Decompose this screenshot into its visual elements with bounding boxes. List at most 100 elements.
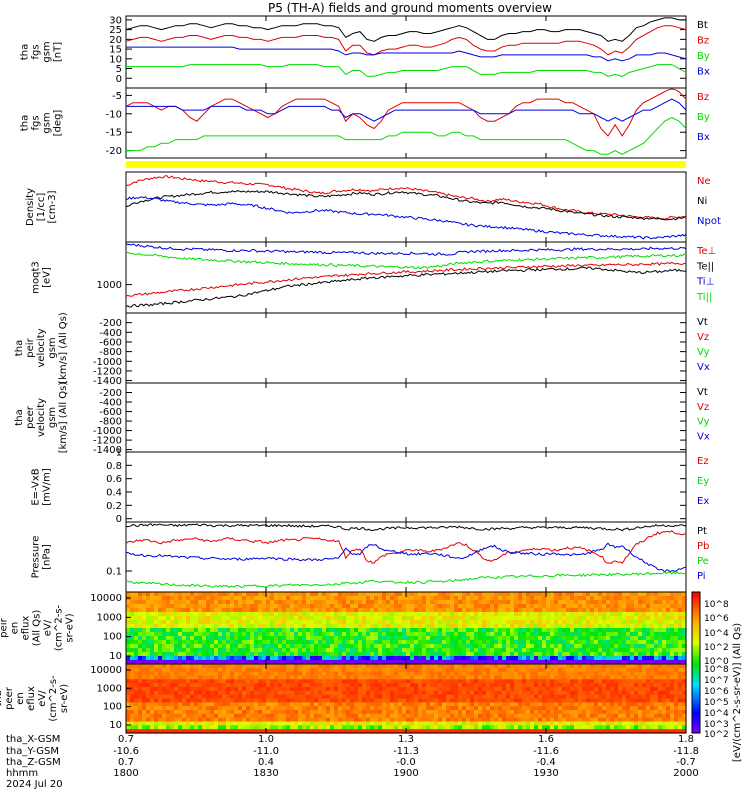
- spectrogram-cell: [210, 656, 215, 661]
- spectrogram-cell: [202, 636, 207, 641]
- spectrogram-cell: [290, 675, 295, 680]
- spectrogram-cell: [134, 690, 139, 696]
- spectrogram-cell: [298, 592, 303, 597]
- spectrogram-cell: [198, 592, 203, 597]
- spectrogram-cell: [566, 624, 571, 629]
- spectrogram-cell: [238, 675, 243, 680]
- spectrogram-cell: [238, 628, 243, 633]
- spectrogram-cell: [146, 683, 151, 688]
- spectrogram-cell: [526, 620, 531, 625]
- spectrogram-cell: [310, 717, 315, 723]
- spectrogram-cell: [322, 640, 327, 645]
- spectrogram-cell: [646, 706, 651, 711]
- spectrogram-cell: [482, 671, 487, 677]
- spectrogram-cell: [582, 675, 587, 680]
- spectrogram-cell: [338, 664, 343, 669]
- spectrogram-cell: [222, 690, 227, 696]
- spectrogram-cell: [194, 640, 199, 645]
- spectrogram-cell: [454, 706, 459, 711]
- spectrogram-cell: [202, 628, 207, 633]
- spectrogram-cell: [410, 717, 415, 723]
- spectrogram-cell: [658, 604, 663, 609]
- spectrogram-cell: [234, 698, 239, 703]
- spectrogram-cell: [522, 632, 527, 637]
- spectrogram-cell: [514, 608, 519, 613]
- spectrogram-cell: [418, 717, 423, 723]
- spectrogram-cell: [330, 640, 335, 645]
- spectrogram-cell: [654, 620, 659, 625]
- spectrogram-cell: [630, 706, 635, 711]
- spectrogram-cell: [586, 620, 591, 625]
- spectrogram-cell: [298, 620, 303, 625]
- spectrogram-cell: [678, 644, 683, 649]
- spectrogram-cell: [306, 683, 311, 688]
- spectrogram-cell: [598, 717, 603, 723]
- spectrogram-cell: [134, 694, 139, 700]
- spectrogram-cell: [194, 604, 199, 609]
- spectrogram-cell: [494, 596, 499, 601]
- spectrogram-cell: [646, 632, 651, 637]
- spectrogram-cell: [578, 640, 583, 645]
- spectrogram-cell: [146, 648, 151, 653]
- spectrogram-cell: [474, 616, 479, 621]
- spectrogram-cell: [662, 710, 667, 715]
- spectrogram-cell: [546, 644, 551, 649]
- spectrogram-cell: [542, 644, 547, 649]
- spectrogram-cell: [266, 706, 271, 711]
- spectrogram-cell: [454, 713, 459, 719]
- spectrogram-cell: [598, 620, 603, 625]
- spectrogram-cell: [190, 648, 195, 653]
- spectrogram-cell: [510, 713, 515, 719]
- spectrogram-cell: [534, 702, 539, 707]
- spectrogram-cell: [626, 640, 631, 645]
- spectrogram-cell: [386, 675, 391, 680]
- spectrogram-cell: [554, 690, 559, 696]
- spectrogram-cell: [678, 652, 683, 657]
- spectrogram-cell: [638, 616, 643, 621]
- spectrogram-cell: [146, 694, 151, 700]
- spectrogram-cell: [462, 616, 467, 621]
- spectrogram-cell: [182, 596, 187, 601]
- spectrogram-cell: [250, 632, 255, 637]
- spectrogram-cell: [410, 671, 415, 677]
- spectrogram-cell: [370, 612, 375, 617]
- spectrogram-cell: [246, 660, 251, 665]
- spectrogram-cell: [126, 687, 131, 692]
- spectrogram-cell: [566, 632, 571, 637]
- spectrogram-cell: [178, 675, 183, 680]
- spectrogram-cell: [354, 616, 359, 621]
- spectrogram-cell: [570, 675, 575, 680]
- spectrogram-cell: [590, 679, 595, 684]
- spectrogram-cell: [594, 644, 599, 649]
- spectrogram-cell: [602, 656, 607, 661]
- spectrogram-cell: [646, 592, 651, 597]
- spectrogram-cell: [526, 604, 531, 609]
- spectrogram-cell: [630, 679, 635, 684]
- spectrogram-cell: [130, 667, 135, 673]
- spectrogram-cell: [634, 600, 639, 605]
- spectrogram-cell: [286, 620, 291, 625]
- spectrogram-cell: [190, 675, 195, 680]
- spectrogram-cell: [230, 608, 235, 613]
- spectrogram-cell: [458, 664, 463, 669]
- spectrogram-cell: [578, 706, 583, 711]
- spectrogram-cell: [166, 596, 171, 601]
- spectrogram-cell: [398, 679, 403, 684]
- spectrogram-cell: [658, 620, 663, 625]
- spectrogram-cell: [350, 713, 355, 719]
- spectrogram-cell: [426, 694, 431, 700]
- spectrogram-cell: [406, 616, 411, 621]
- spectrogram-cell: [638, 600, 643, 605]
- panel-ylabel: Density [1/cc] [cm-3]: [25, 188, 58, 226]
- spectrogram-cell: [374, 656, 379, 661]
- spectrogram-cell: [150, 679, 155, 684]
- spectrogram-cell: [326, 660, 331, 665]
- spectrogram-cell: [518, 628, 523, 633]
- spectrogram-cell: [238, 620, 243, 625]
- spectrogram-cell: [310, 624, 315, 629]
- spectrogram-cell: [446, 706, 451, 711]
- spectrogram-cell: [674, 600, 679, 605]
- spectrogram-cell: [154, 702, 159, 707]
- spectrogram-cell: [598, 698, 603, 703]
- spectrogram-cell: [174, 671, 179, 677]
